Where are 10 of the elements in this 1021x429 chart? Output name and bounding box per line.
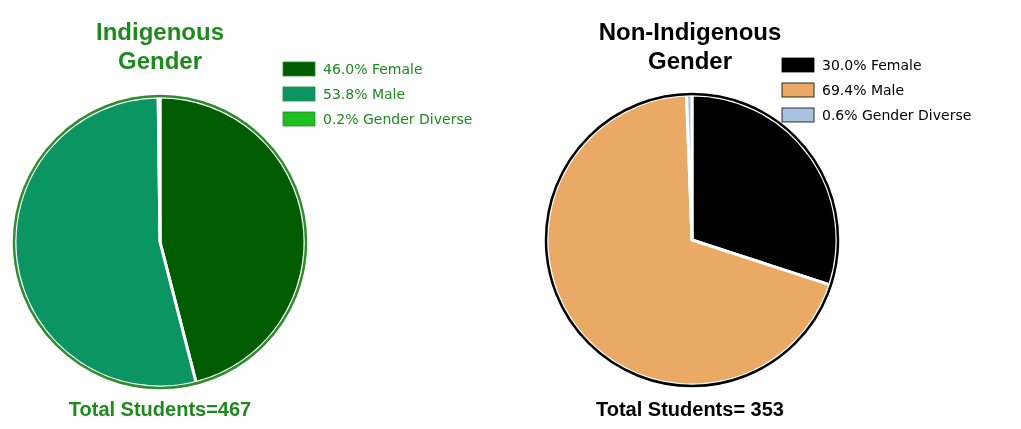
text: Total Students=467 — [68, 398, 252, 420]
legend-label: 30.0% Female — [822, 57, 922, 73]
legend-label: 53.8% Male — [323, 86, 406, 102]
legend-label: 0.2% Gender Diverse — [323, 111, 473, 127]
chart-title: Non-Indigenous Gender — [598, 18, 782, 74]
legend-label: 69.4% Male — [822, 82, 905, 98]
legend-label: 0.6% Gender Diverse — [822, 107, 972, 123]
chart-title: Indigenous Gender — [96, 18, 224, 74]
legend-label: 46.0% Female — [323, 61, 423, 77]
text: Total Students= 353 — [595, 398, 785, 420]
